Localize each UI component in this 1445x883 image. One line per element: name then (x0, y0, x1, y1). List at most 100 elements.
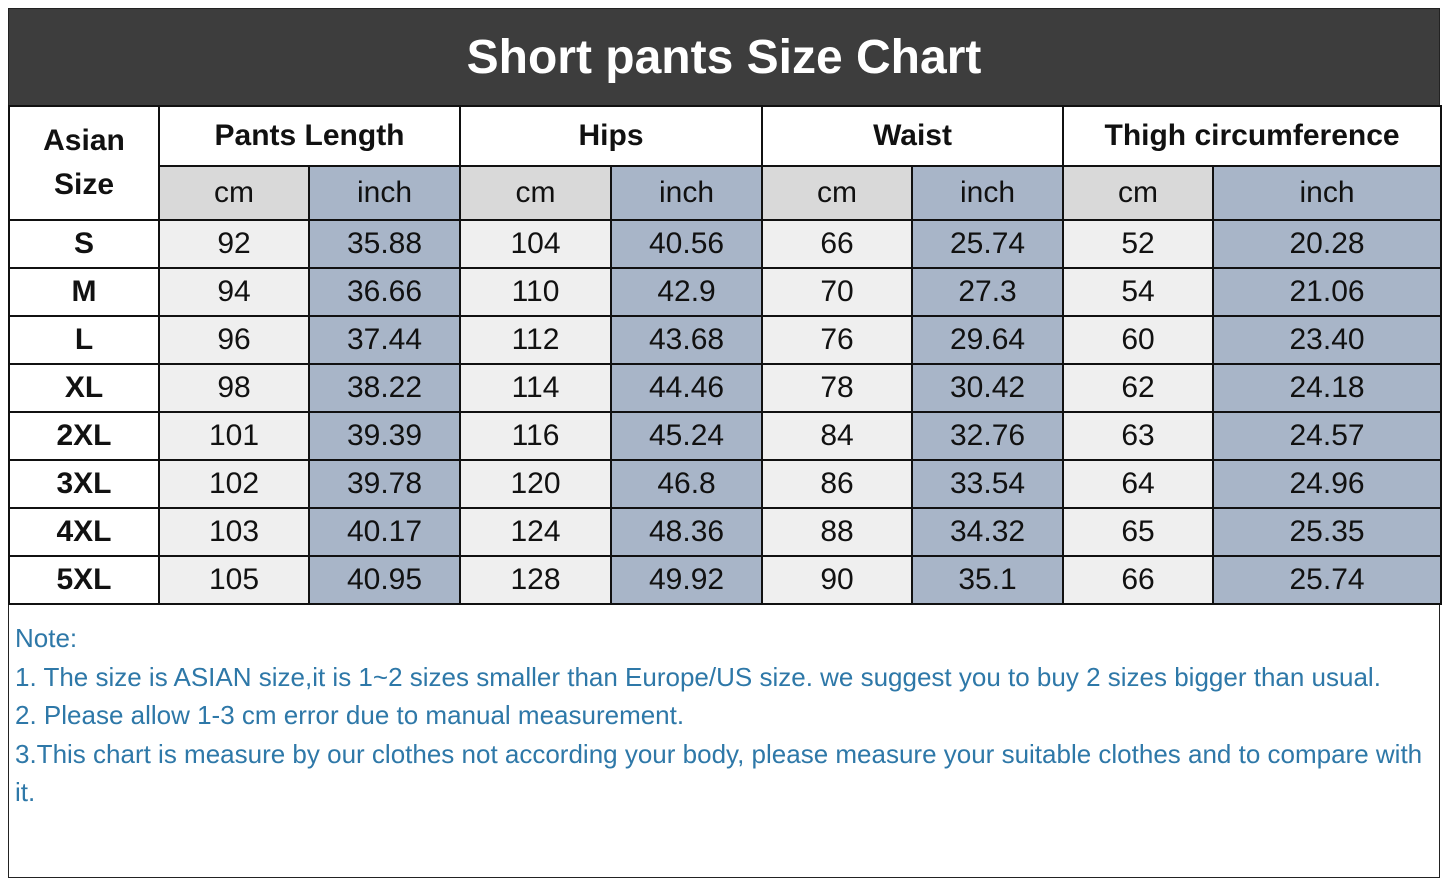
value-cell: 128 (459, 555, 613, 605)
unit-header: inch (307, 165, 462, 221)
value-cell: 24.96 (1212, 459, 1443, 509)
value-cell: 23.40 (1212, 315, 1443, 365)
value-cell: 60 (1062, 315, 1215, 365)
value-cell: 21.06 (1212, 267, 1443, 317)
value-cell: 39.39 (307, 411, 462, 461)
size-cell: S (8, 219, 160, 269)
size-chart: Short pants Size Chart Asian Size Pants … (8, 8, 1443, 878)
value-cell: 25.74 (911, 219, 1065, 269)
value-cell: 49.92 (610, 555, 764, 605)
value-cell: 46.8 (610, 459, 764, 509)
value-cell: 38.22 (307, 363, 462, 413)
data-row: S 92 35.88 104 40.56 66 25.74 52 20.28 (8, 219, 1443, 269)
value-cell: 124 (459, 507, 613, 557)
group-row: Asian Size Pants Length Hips Waist Thigh ci… (8, 105, 1443, 221)
value-cell: 34.32 (911, 507, 1065, 557)
corner-label: Asian Size (43, 124, 125, 201)
value-cell: 25.74 (1212, 555, 1443, 605)
value-cell: 24.57 (1212, 411, 1443, 461)
size-cell: M (8, 267, 160, 317)
data-row: XL 98 38.22 114 44.46 78 30.42 62 24.18 (8, 363, 1443, 413)
value-cell: 29.64 (911, 315, 1065, 365)
value-cell: 33.54 (911, 459, 1065, 509)
size-table: Asian Size Pants Length Hips Waist Thigh ci… (8, 105, 1443, 605)
unit-header: cm (459, 165, 613, 221)
value-cell: 64 (1062, 459, 1215, 509)
value-cell: 36.66 (307, 267, 462, 317)
size-cell: L (8, 315, 160, 365)
value-cell: 104 (459, 219, 613, 269)
unit-header: inch (1212, 165, 1443, 221)
value-cell: 32.76 (911, 411, 1065, 461)
notes: Note: 1. The size is ASIAN size,it is 1~… (9, 605, 1439, 812)
value-cell: 20.28 (1212, 219, 1443, 269)
value-cell: 98 (158, 363, 310, 413)
value-cell: 27.3 (911, 267, 1065, 317)
value-cell: 30.42 (911, 363, 1065, 413)
size-cell: 3XL (8, 459, 160, 509)
value-cell: 103 (158, 507, 310, 557)
value-cell: 25.35 (1212, 507, 1443, 557)
value-cell: 65 (1062, 507, 1215, 557)
value-cell: 35.88 (307, 219, 462, 269)
value-cell: 116 (459, 411, 613, 461)
value-cell: 92 (158, 219, 310, 269)
value-cell: 63 (1062, 411, 1215, 461)
unit-row: cm inch cm inch cm inch cm inch (9, 165, 1443, 221)
value-cell: 24.18 (1212, 363, 1443, 413)
size-cell: 5XL (8, 555, 160, 605)
value-cell: 40.56 (610, 219, 764, 269)
value-cell: 94 (158, 267, 310, 317)
note-item: 3.This chart is measure by our clothes n… (15, 738, 1423, 808)
value-cell: 86 (761, 459, 914, 509)
unit-header: cm (158, 165, 310, 221)
table-body: Asian Size Pants Length Hips Waist Thigh ci… (8, 105, 1443, 605)
data-row: 4XL 103 40.17 124 48.36 88 34.32 65 25.35 (8, 507, 1443, 557)
value-cell: 78 (761, 363, 914, 413)
value-cell: 88 (761, 507, 914, 557)
unit-header: cm (1062, 165, 1215, 221)
note-item: 1. The size is ASIAN size,it is 1~2 size… (15, 661, 1381, 692)
value-cell: 40.95 (307, 555, 462, 605)
data-row: M 94 36.66 110 42.9 70 27.3 54 21.06 (8, 267, 1443, 317)
value-cell: 110 (459, 267, 613, 317)
value-cell: 54 (1062, 267, 1215, 317)
title: Short pants Size Chart (9, 9, 1439, 105)
data-row: 5XL 105 40.95 128 49.92 90 35.1 66 25.74 (8, 555, 1443, 605)
group-header: Waist (761, 105, 1065, 167)
value-cell: 96 (158, 315, 310, 365)
value-cell: 66 (761, 219, 914, 269)
unit-header: cm (761, 165, 914, 221)
value-cell: 102 (158, 459, 310, 509)
value-cell: 76 (761, 315, 914, 365)
corner-cell: Asian Size (8, 105, 160, 221)
value-cell: 35.1 (911, 555, 1065, 605)
value-cell: 44.46 (610, 363, 764, 413)
data-row: 3XL 102 39.78 120 46.8 86 33.54 64 24.96 (8, 459, 1443, 509)
group-header: Thigh circumference (1062, 105, 1443, 167)
value-cell: 48.36 (610, 507, 764, 557)
value-cell: 105 (158, 555, 310, 605)
size-cell: XL (8, 363, 160, 413)
value-cell: 112 (459, 315, 613, 365)
size-cell: 2XL (8, 411, 160, 461)
value-cell: 101 (158, 411, 310, 461)
group-header: Pants Length (157, 105, 462, 167)
value-cell: 62 (1062, 363, 1215, 413)
value-cell: 37.44 (307, 315, 462, 365)
value-cell: 43.68 (610, 315, 764, 365)
group-header: Hips (459, 105, 764, 167)
value-cell: 66 (1062, 555, 1215, 605)
value-cell: 90 (761, 555, 914, 605)
value-cell: 39.78 (307, 459, 462, 509)
value-cell: 40.17 (307, 507, 462, 557)
unit-header: inch (610, 165, 764, 221)
value-cell: 52 (1062, 219, 1215, 269)
value-cell: 120 (459, 459, 613, 509)
value-cell: 84 (761, 411, 914, 461)
value-cell: 70 (761, 267, 914, 317)
note-heading: Note: (15, 623, 78, 653)
data-row: L 96 37.44 112 43.68 76 29.64 60 23.40 (8, 315, 1443, 365)
value-cell: 42.9 (610, 267, 764, 317)
value-cell: 114 (459, 363, 613, 413)
